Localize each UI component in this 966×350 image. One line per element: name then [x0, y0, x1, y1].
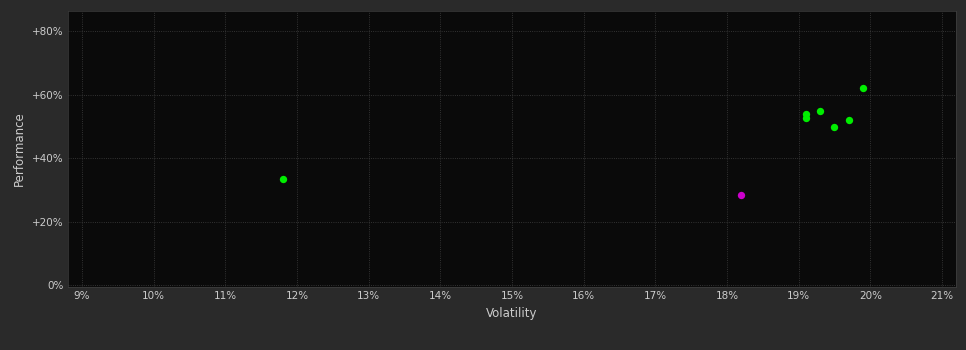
Point: [856, 85, 871, 91]
Point: [841, 117, 857, 122]
Point: [798, 115, 813, 120]
Point: [812, 108, 828, 114]
X-axis label: Volatility: Volatility: [486, 307, 538, 320]
Point: [798, 111, 813, 117]
Point: [275, 176, 291, 182]
Y-axis label: Performance: Performance: [14, 111, 26, 186]
Point: [733, 193, 749, 198]
Point: [827, 124, 842, 129]
